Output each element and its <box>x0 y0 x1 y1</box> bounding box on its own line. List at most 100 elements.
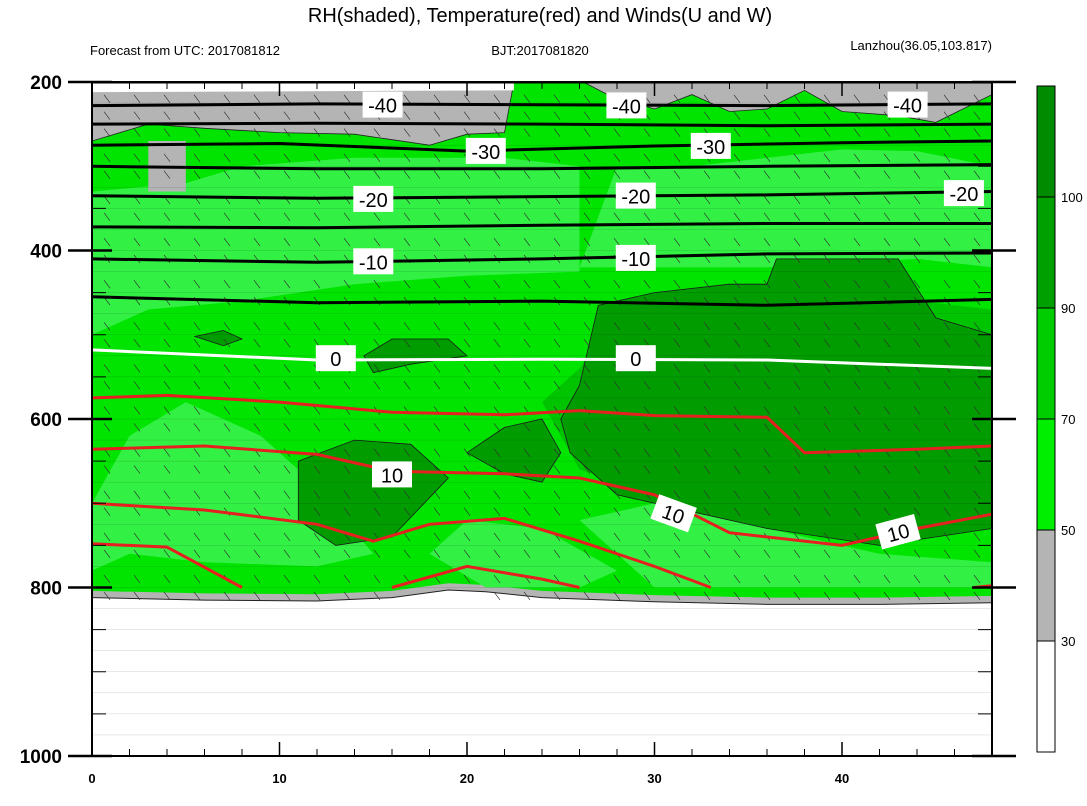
wind-barb <box>793 574 801 584</box>
wind-barb <box>823 423 831 432</box>
wind-barb <box>583 490 591 500</box>
isotherm-red <box>391 564 580 589</box>
wind-barb <box>913 490 921 500</box>
wind-barb <box>913 254 921 264</box>
contour-label-text: -30 <box>696 137 725 159</box>
contour-label: 0 <box>615 345 656 372</box>
wind-barb <box>163 212 171 222</box>
wind-barb <box>523 322 531 331</box>
wind-barb <box>103 153 111 163</box>
contour-label-box <box>606 92 647 119</box>
wind-barb <box>643 574 651 584</box>
wind-barb <box>853 465 861 474</box>
wind-barb <box>193 111 201 120</box>
wind-barb <box>673 153 681 163</box>
wind-barb <box>373 549 381 559</box>
wind-barb <box>433 381 441 390</box>
wind-barb <box>103 322 111 331</box>
wind-barb <box>793 128 801 137</box>
wind-barb <box>493 448 501 457</box>
wind-barb <box>913 322 921 331</box>
wind-barb <box>103 490 111 500</box>
wind-barb <box>643 279 651 289</box>
wind-barb <box>943 322 951 331</box>
wind-barb <box>223 279 231 289</box>
wind-barb <box>403 170 411 179</box>
colorbar-tick-label: 50 <box>1061 523 1075 538</box>
wind-barb <box>523 170 531 179</box>
wind-barb <box>763 128 771 137</box>
wind-barb <box>943 423 951 432</box>
wind-barb <box>133 465 141 474</box>
chart-title: RH(shaded), Temperature(red) and Winds(U… <box>308 5 772 27</box>
wind-barb <box>703 406 711 415</box>
wind-barb <box>313 490 321 500</box>
colorbar-tick-label: 30 <box>1061 634 1075 649</box>
wind-barb <box>973 591 981 601</box>
wind-barb <box>883 490 891 500</box>
wind-barb <box>373 364 381 373</box>
wind-barb <box>613 170 621 179</box>
wind-barb <box>673 338 681 348</box>
wind-barb <box>133 338 141 348</box>
contour-label: -20 <box>943 180 984 207</box>
wind-barb <box>553 591 561 601</box>
wind-barb <box>853 279 861 289</box>
wind-barb <box>883 338 891 348</box>
wind-barb <box>373 591 381 601</box>
wind-barb <box>523 279 531 289</box>
wind-barb <box>433 423 441 432</box>
bjt-time-label: BJT:2017081820 <box>491 43 589 58</box>
wind-barb <box>193 381 201 390</box>
wind-barb <box>253 574 261 584</box>
wind-barb <box>343 574 351 584</box>
wind-barb <box>433 448 441 457</box>
wind-barb <box>763 254 771 264</box>
wind-barb <box>433 490 441 500</box>
wind-barb <box>553 94 561 104</box>
isotherm-black <box>92 121 992 128</box>
contour-label-box <box>615 182 656 209</box>
wind-barb <box>853 406 861 415</box>
contour-label-box <box>615 244 656 271</box>
wind-barb <box>313 322 321 331</box>
wind-barb <box>763 237 771 247</box>
wind-barb <box>253 406 261 415</box>
wind-barb <box>703 212 711 222</box>
wind-barb <box>433 532 441 542</box>
wind-barb <box>793 507 801 516</box>
wind-barb <box>133 490 141 500</box>
wind-barb <box>433 153 441 163</box>
wind-barb <box>673 381 681 390</box>
wind-barb <box>853 338 861 348</box>
wind-barb <box>703 448 711 457</box>
wind-barb <box>823 322 831 331</box>
contour-label: 10 <box>875 514 921 550</box>
contour-label-box <box>887 91 928 118</box>
isotherm-black <box>92 139 992 153</box>
wind-barb <box>223 170 231 179</box>
wind-barb <box>703 490 711 500</box>
wind-barb <box>733 574 741 584</box>
wind-barb <box>643 448 651 457</box>
wind-barb <box>103 423 111 432</box>
wind-barb <box>103 128 111 137</box>
isotherm-black <box>92 102 992 108</box>
wind-barb <box>463 364 471 373</box>
wind-barb <box>703 381 711 390</box>
wind-barb <box>643 381 651 390</box>
wind-barb <box>613 381 621 390</box>
wind-barb <box>733 549 741 559</box>
wind-barb <box>733 128 741 137</box>
wind-barb <box>763 490 771 500</box>
wind-barb <box>343 237 351 247</box>
wind-barb <box>433 111 441 120</box>
wind-barb <box>223 153 231 163</box>
wind-barb <box>793 549 801 559</box>
wind-barb <box>703 111 711 120</box>
wind-barb <box>733 170 741 179</box>
wind-barb <box>733 338 741 348</box>
wind-barb <box>703 338 711 348</box>
wind-barb <box>313 423 321 432</box>
wind-barb <box>733 448 741 457</box>
